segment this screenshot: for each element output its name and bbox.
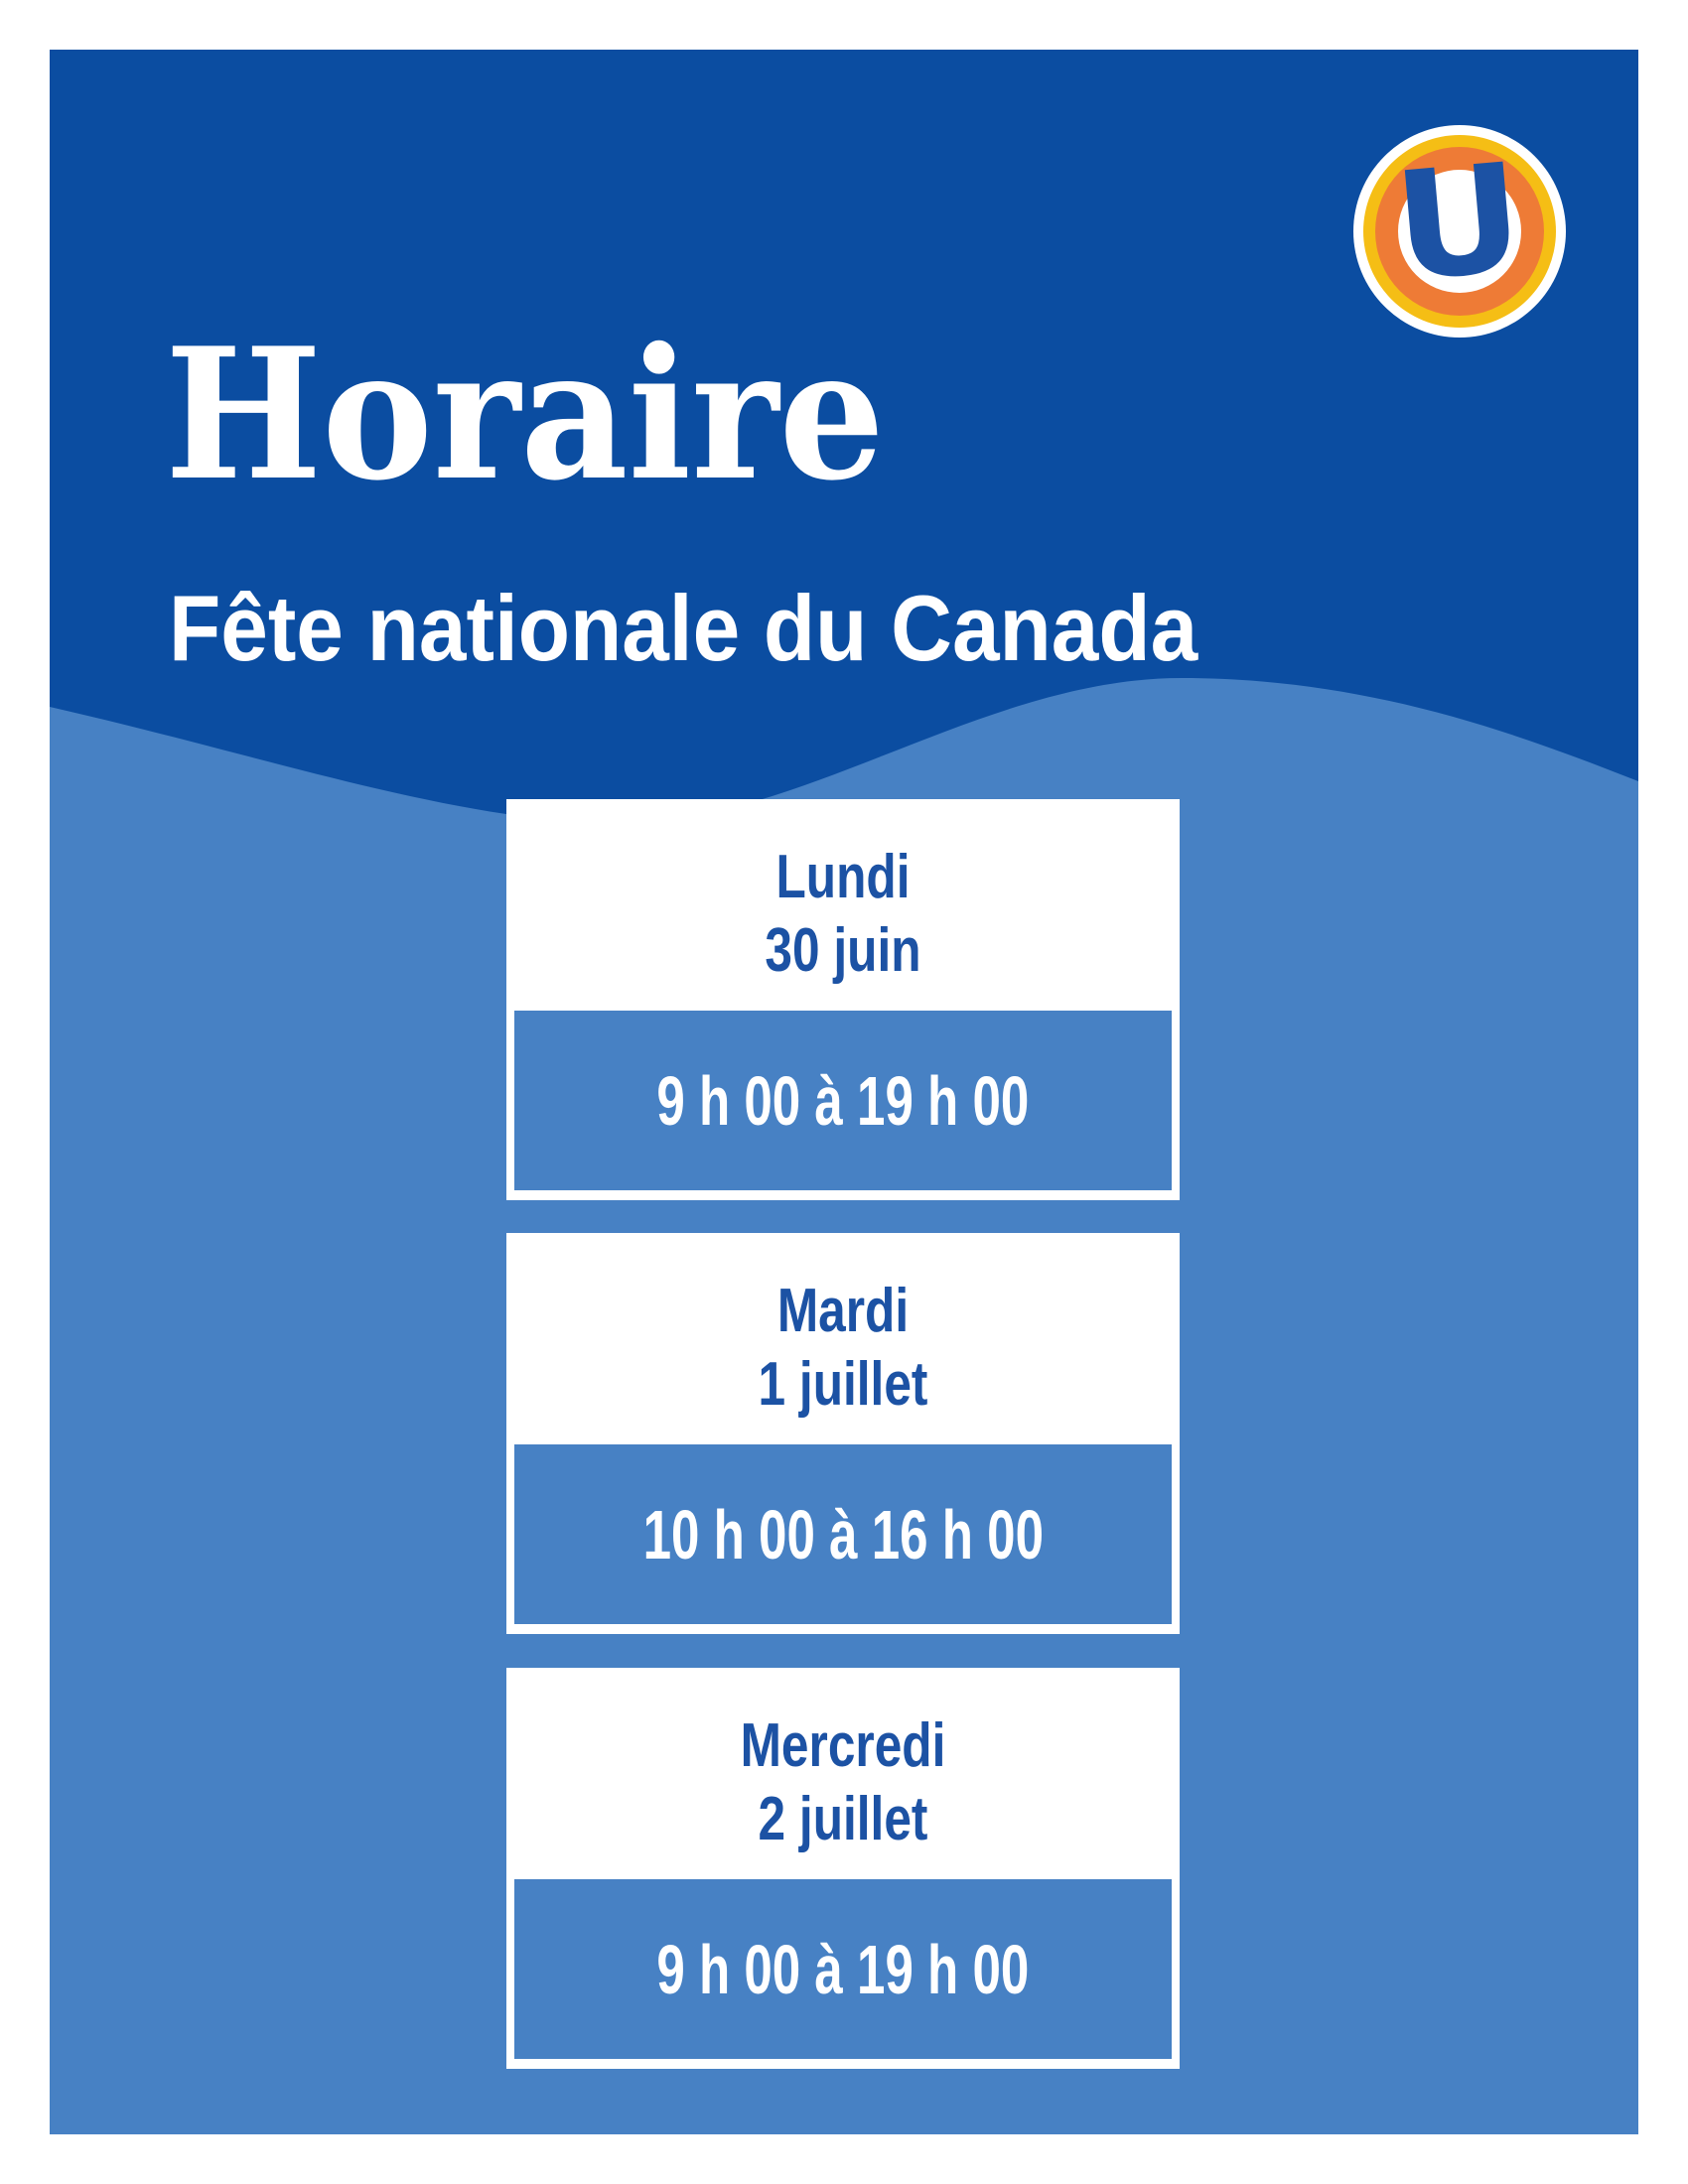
hours-label: 9 h 00 à 19 h 00 — [656, 1061, 1030, 1140]
date-label: 2 juillet — [758, 1785, 928, 1853]
logo-orange-ring: U — [1375, 132, 1544, 316]
logo-inner-disc: U — [1388, 132, 1530, 315]
day-label: Lundi — [775, 843, 911, 911]
schedule-card-tuesday: Mardi 1 juillet 10 h 00 à 16 h 00 — [506, 1233, 1180, 1634]
day-date-block: Mardi 1 juillet — [574, 1275, 1112, 1422]
hours-badge: 9 h 00 à 19 h 00 — [514, 1011, 1172, 1190]
logo-outer-ring: U — [1353, 125, 1566, 338]
hours-badge: 10 h 00 à 16 h 00 — [514, 1444, 1172, 1624]
wave-shape — [50, 50, 1638, 824]
day-date-block: Mercredi 2 juillet — [574, 1709, 1112, 1856]
hours-label: 9 h 00 à 19 h 00 — [656, 1930, 1030, 2008]
poster: U Horaire Fête nationale du Canada Lundi… — [50, 50, 1638, 2134]
poster-title: Horaire — [165, 308, 885, 520]
date-label: 1 juillet — [758, 1350, 928, 1419]
date-label: 30 juin — [765, 916, 921, 985]
day-date-block: Lundi 30 juin — [574, 841, 1112, 988]
schedule-card-wednesday: Mercredi 2 juillet 9 h 00 à 19 h 00 — [506, 1668, 1180, 2069]
poster-subtitle: Fête nationale du Canada — [169, 576, 1198, 680]
logo-u-letter: U — [1388, 131, 1530, 316]
day-label: Mercredi — [740, 1711, 946, 1780]
hours-label: 10 h 00 à 16 h 00 — [642, 1495, 1044, 1573]
hours-badge: 9 h 00 à 19 h 00 — [514, 1879, 1172, 2059]
logo-yellow-ring: U — [1363, 132, 1556, 328]
schedule-card-monday: Lundi 30 juin 9 h 00 à 19 h 00 — [506, 799, 1180, 1200]
brand-logo: U — [1353, 125, 1566, 338]
day-label: Mardi — [776, 1277, 910, 1345]
